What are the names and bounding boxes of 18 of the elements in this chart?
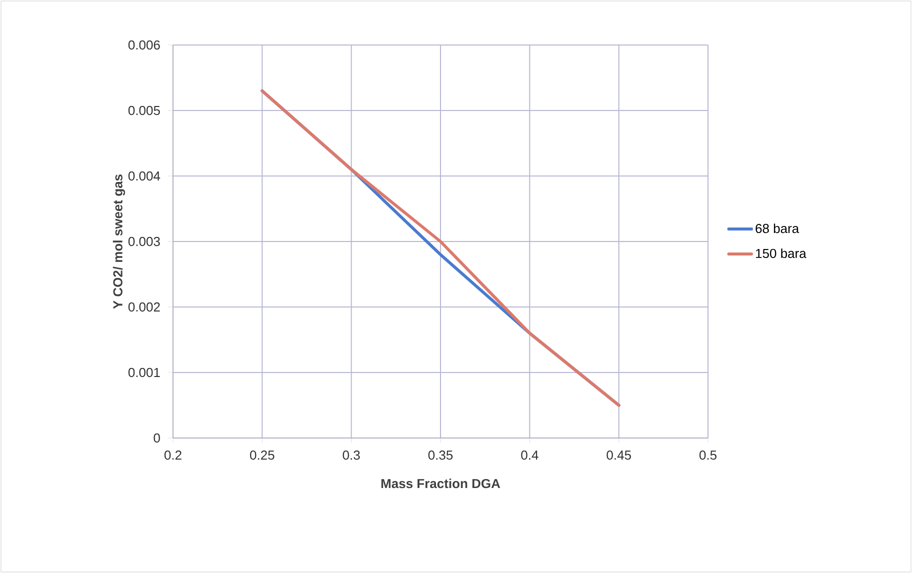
y-tick-label: 0.003: [128, 236, 160, 246]
y-tick-label: 0.006: [128, 40, 160, 50]
y-tick-label: 0.001: [128, 368, 160, 378]
y-tick-label: 0.002: [128, 302, 160, 312]
y-tick-label: 0.005: [128, 106, 160, 116]
y-tick-label: 0.004: [128, 171, 160, 181]
legend-label: 150 bara: [756, 248, 806, 258]
x-tick-label: 0.5: [699, 450, 716, 460]
x-tick-label: 0.25: [250, 450, 274, 460]
x-tick-label: 0.45: [606, 450, 631, 460]
legend-label: 68 bara: [756, 224, 800, 234]
x-tick-label: 0.3: [342, 450, 360, 460]
y-tick-label: 0: [154, 433, 160, 443]
y-axis-title: Y CO2/ mol sweet gas: [112, 174, 126, 309]
x-tick-label: 0.35: [428, 450, 453, 460]
x-tick-label: 0.4: [521, 450, 538, 460]
x-axis-title: Mass Fraction DGA: [381, 478, 500, 488]
x-tick-label: 0.2: [164, 450, 182, 460]
